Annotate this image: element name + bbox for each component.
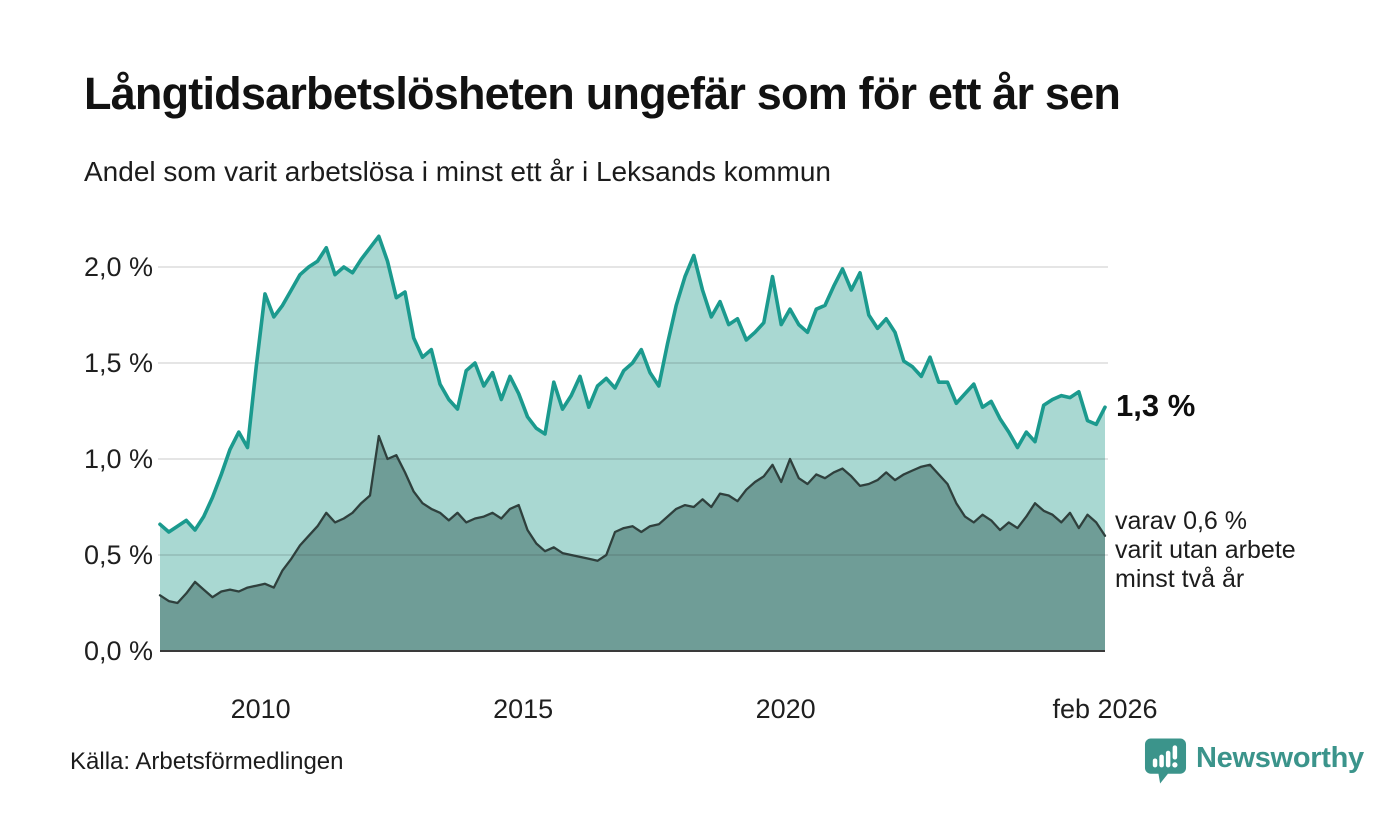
latest-value-label: 1,3 % <box>1116 388 1196 424</box>
two-year-value-label: varav 0,6 % varit utan arbete minst två … <box>1115 506 1296 593</box>
x-axis-tick-label: 2010 <box>230 694 291 724</box>
page-subtitle: Andel som varit arbetslösa i minst ett å… <box>84 156 831 187</box>
area-fill-two-years <box>160 436 1105 651</box>
brand-lockup: Newsworthy <box>1144 737 1364 785</box>
y-axis-tick-label: 1,5 % <box>83 348 153 378</box>
source-note: Källa: Arbetsförmedlingen <box>70 748 344 775</box>
x-axis-tick-label: feb 2026 <box>1052 694 1158 724</box>
line-two-years <box>158 434 1107 605</box>
x-axis-tick-label: 2015 <box>493 694 554 724</box>
y-axis-tick-label: 1,0 % <box>83 444 153 474</box>
brand-name: Newsworthy <box>1196 742 1364 774</box>
line-one-year <box>158 234 1107 534</box>
newsworthy-logo-icon <box>1144 738 1187 784</box>
y-axis-tick-label: 2,0 % <box>83 252 153 282</box>
x-axis-tick-label: 2020 <box>755 694 816 724</box>
page-title: Långtidsarbetslösheten ungefär som för e… <box>84 68 1121 119</box>
y-axis-tick-label: 0,0 % <box>83 636 153 666</box>
y-axis-tick-label: 0,5 % <box>83 540 153 570</box>
